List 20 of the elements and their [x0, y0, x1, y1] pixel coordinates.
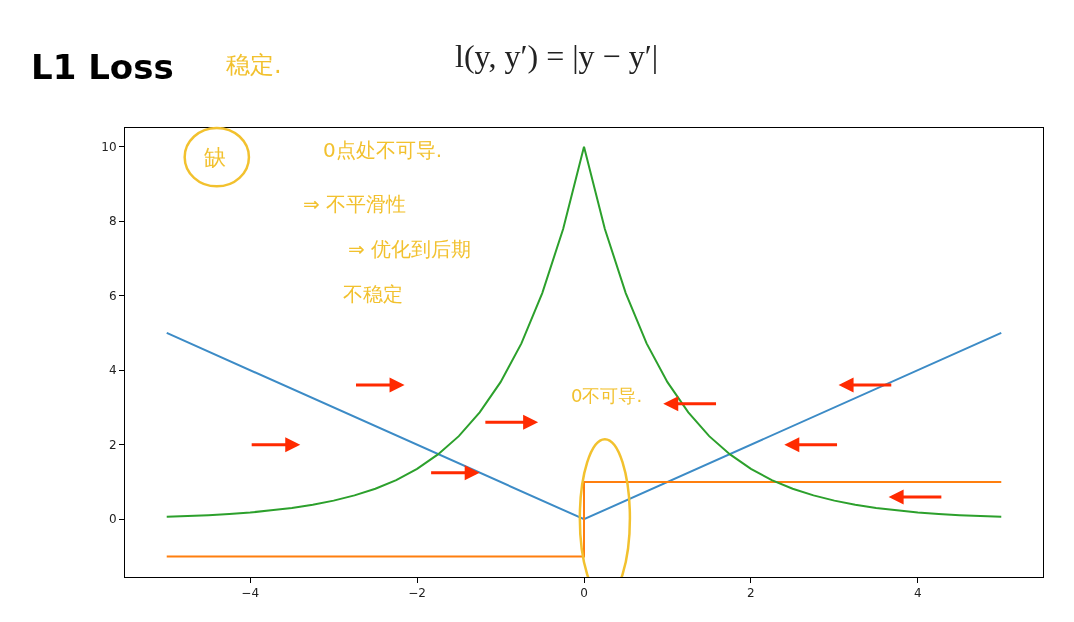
x-tick-label: −2 — [408, 586, 426, 601]
annotation: 不稳定 — [343, 282, 403, 306]
x-tick-label: 0 — [580, 586, 588, 601]
text: 稳定. — [226, 51, 282, 79]
annotation: ⇒ 优化到后期 — [348, 237, 472, 261]
annotation: 缺 — [204, 145, 226, 170]
x-tick-label: 4 — [914, 586, 922, 601]
x-tick-label: 2 — [747, 586, 755, 601]
x-tick-label: −4 — [241, 586, 260, 601]
chart-subtitle: l(y, y′) = |y − y′| — [455, 38, 659, 74]
y-tick-label: 4 — [108, 363, 117, 378]
y-tick-label: 2 — [108, 437, 117, 452]
chart-title: L1 Loss — [31, 47, 174, 87]
y-tick-label: 10 — [101, 139, 117, 154]
y-tick-label: 8 — [108, 214, 117, 229]
y-tick-label: 0 — [108, 512, 117, 527]
annotation: ⇒ 不平滑性 — [303, 192, 407, 216]
annotation: 0不可导. — [571, 385, 643, 406]
y-tick-label: 6 — [108, 288, 117, 303]
annotation: 0点处不可导. — [323, 138, 443, 162]
